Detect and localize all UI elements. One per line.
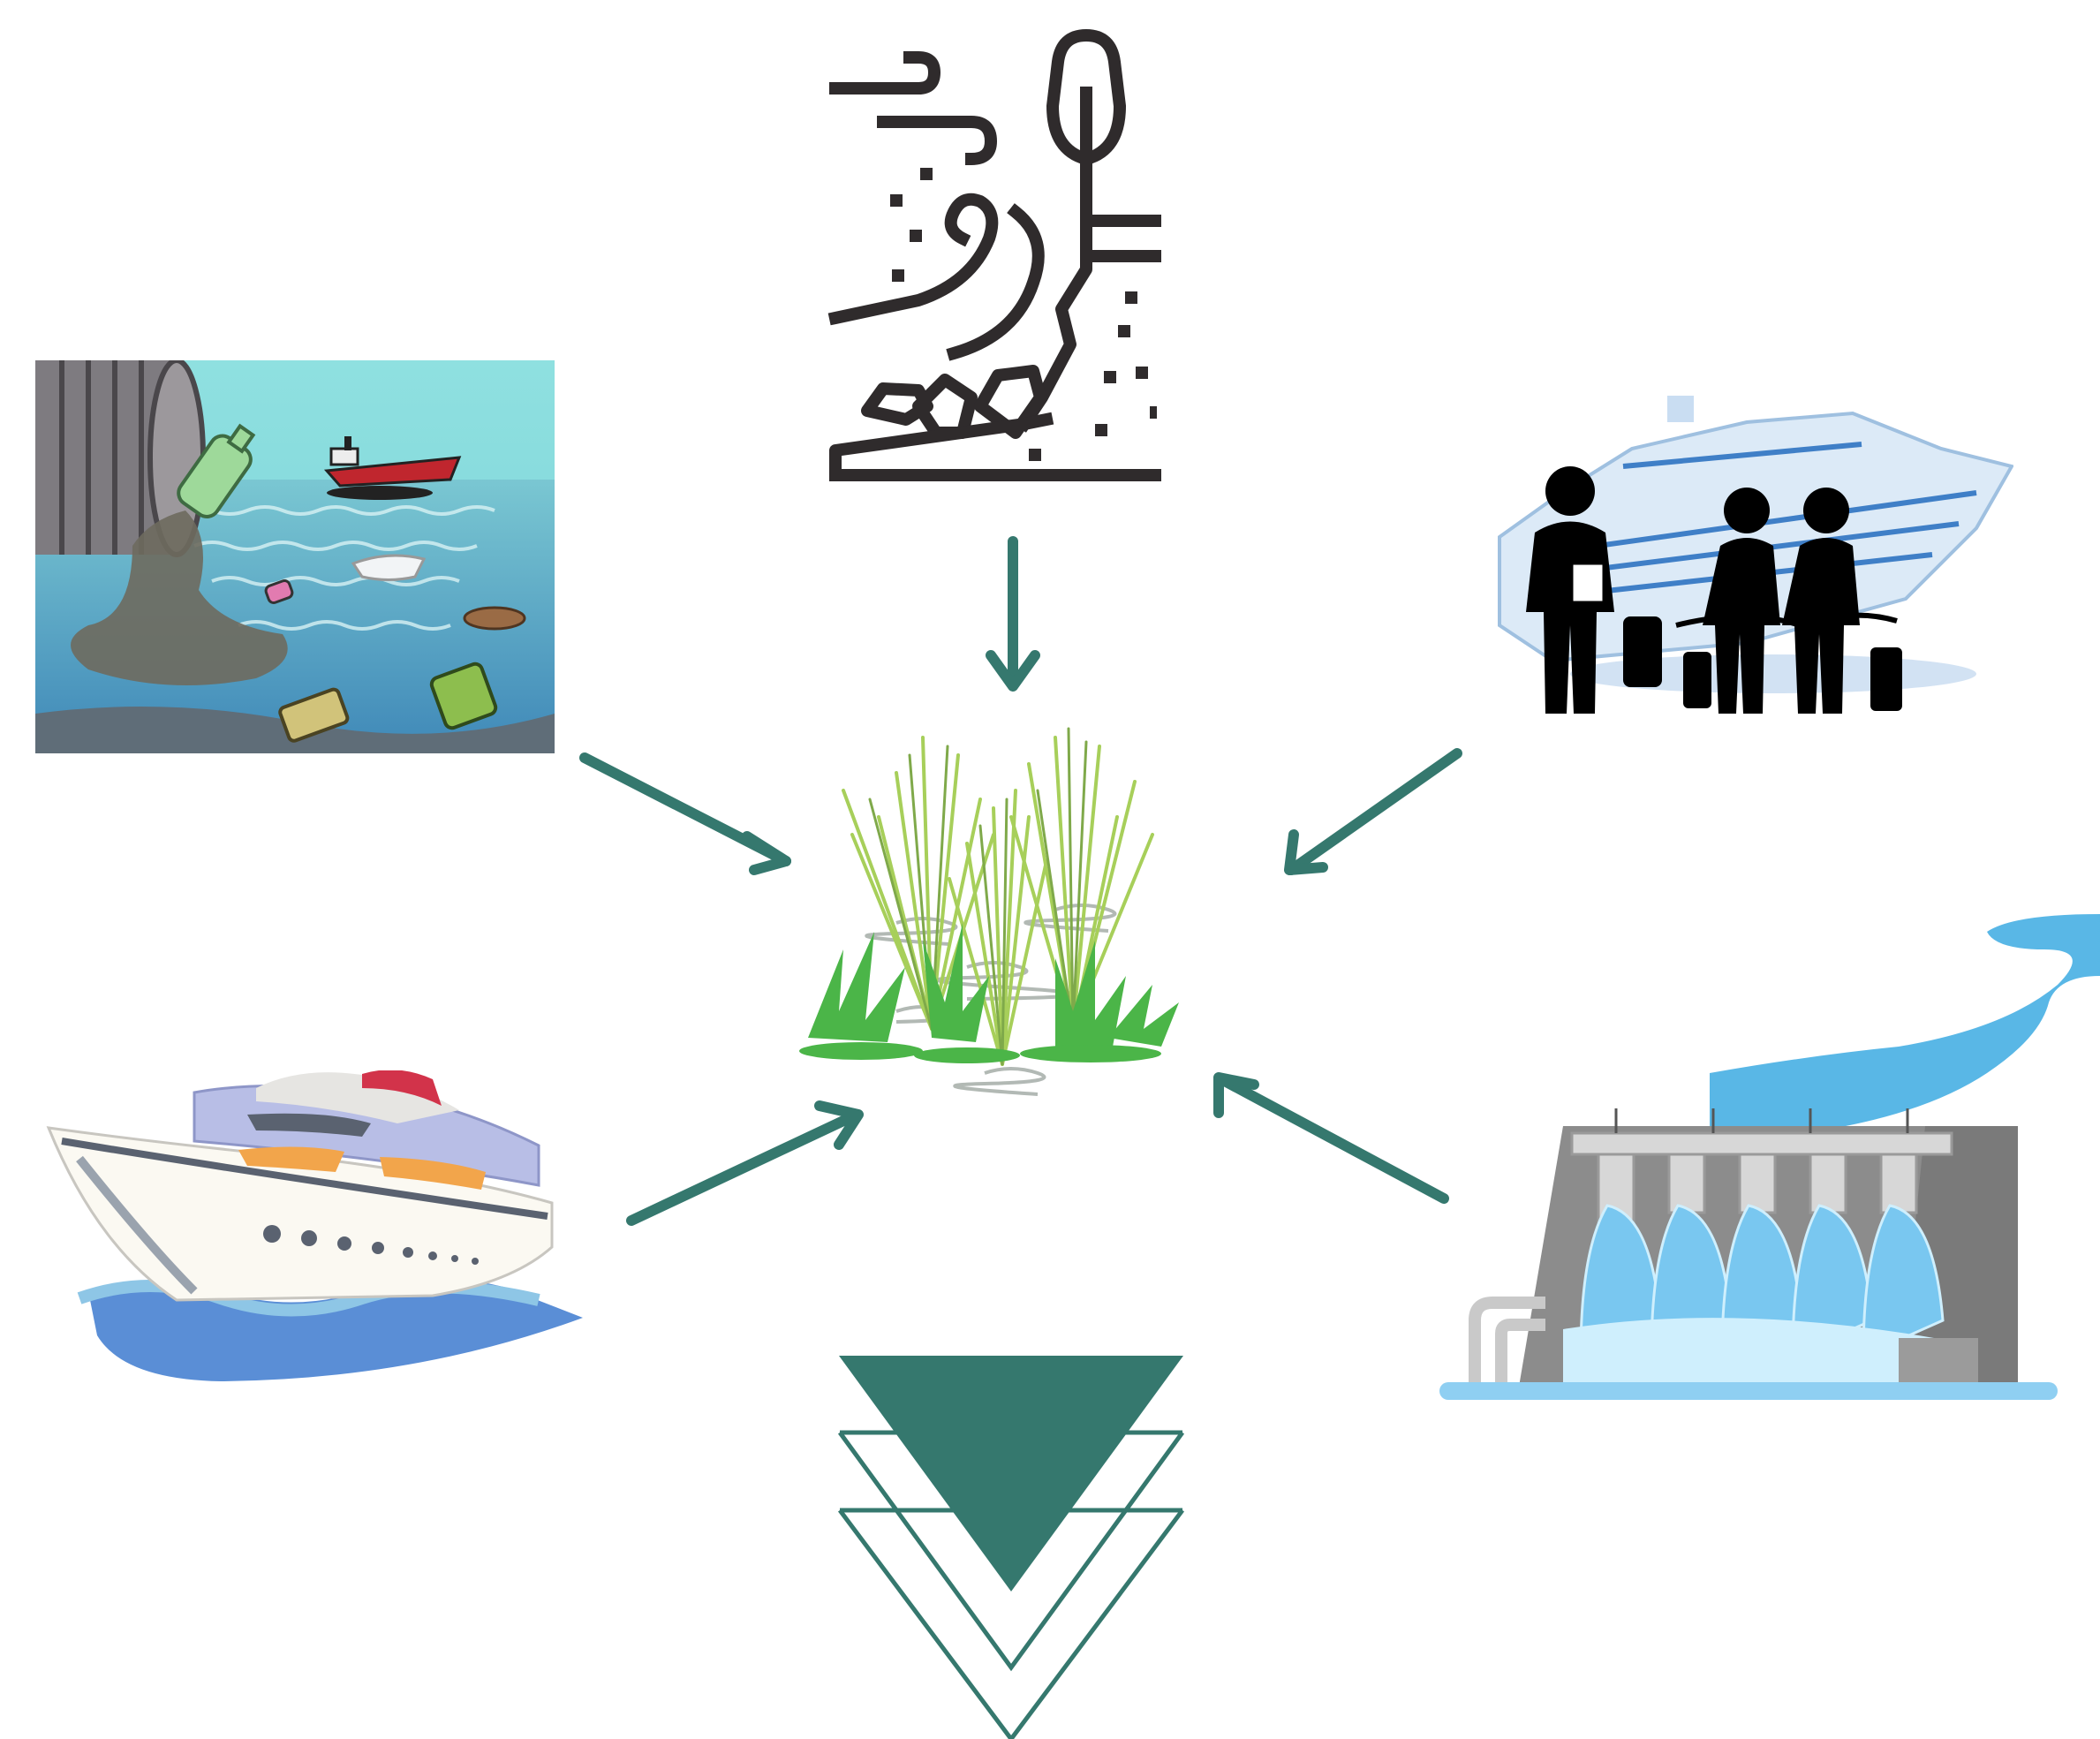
down-chevron-triangle-icon bbox=[837, 1356, 1185, 1739]
arrow-topright-to-center bbox=[1284, 748, 1462, 875]
coastal-erosion-icon bbox=[827, 29, 1161, 481]
cruise-tourism-icon bbox=[1498, 396, 2013, 714]
arrow-top-to-center bbox=[986, 536, 1040, 692]
water-pollution-icon bbox=[35, 360, 555, 753]
hydroelectric-dam-icon bbox=[1439, 914, 2100, 1400]
arrow-topleft-to-center bbox=[579, 752, 791, 875]
outline-chevron-2 bbox=[837, 1508, 1185, 1739]
arrow-bottomright-to-center bbox=[1213, 1072, 1449, 1204]
wetland-grass-icon bbox=[799, 727, 1179, 1096]
arrow-bottomleft-to-center bbox=[626, 1100, 864, 1226]
filled-triangle bbox=[839, 1356, 1183, 1592]
motor-yacht-icon bbox=[46, 1070, 583, 1381]
